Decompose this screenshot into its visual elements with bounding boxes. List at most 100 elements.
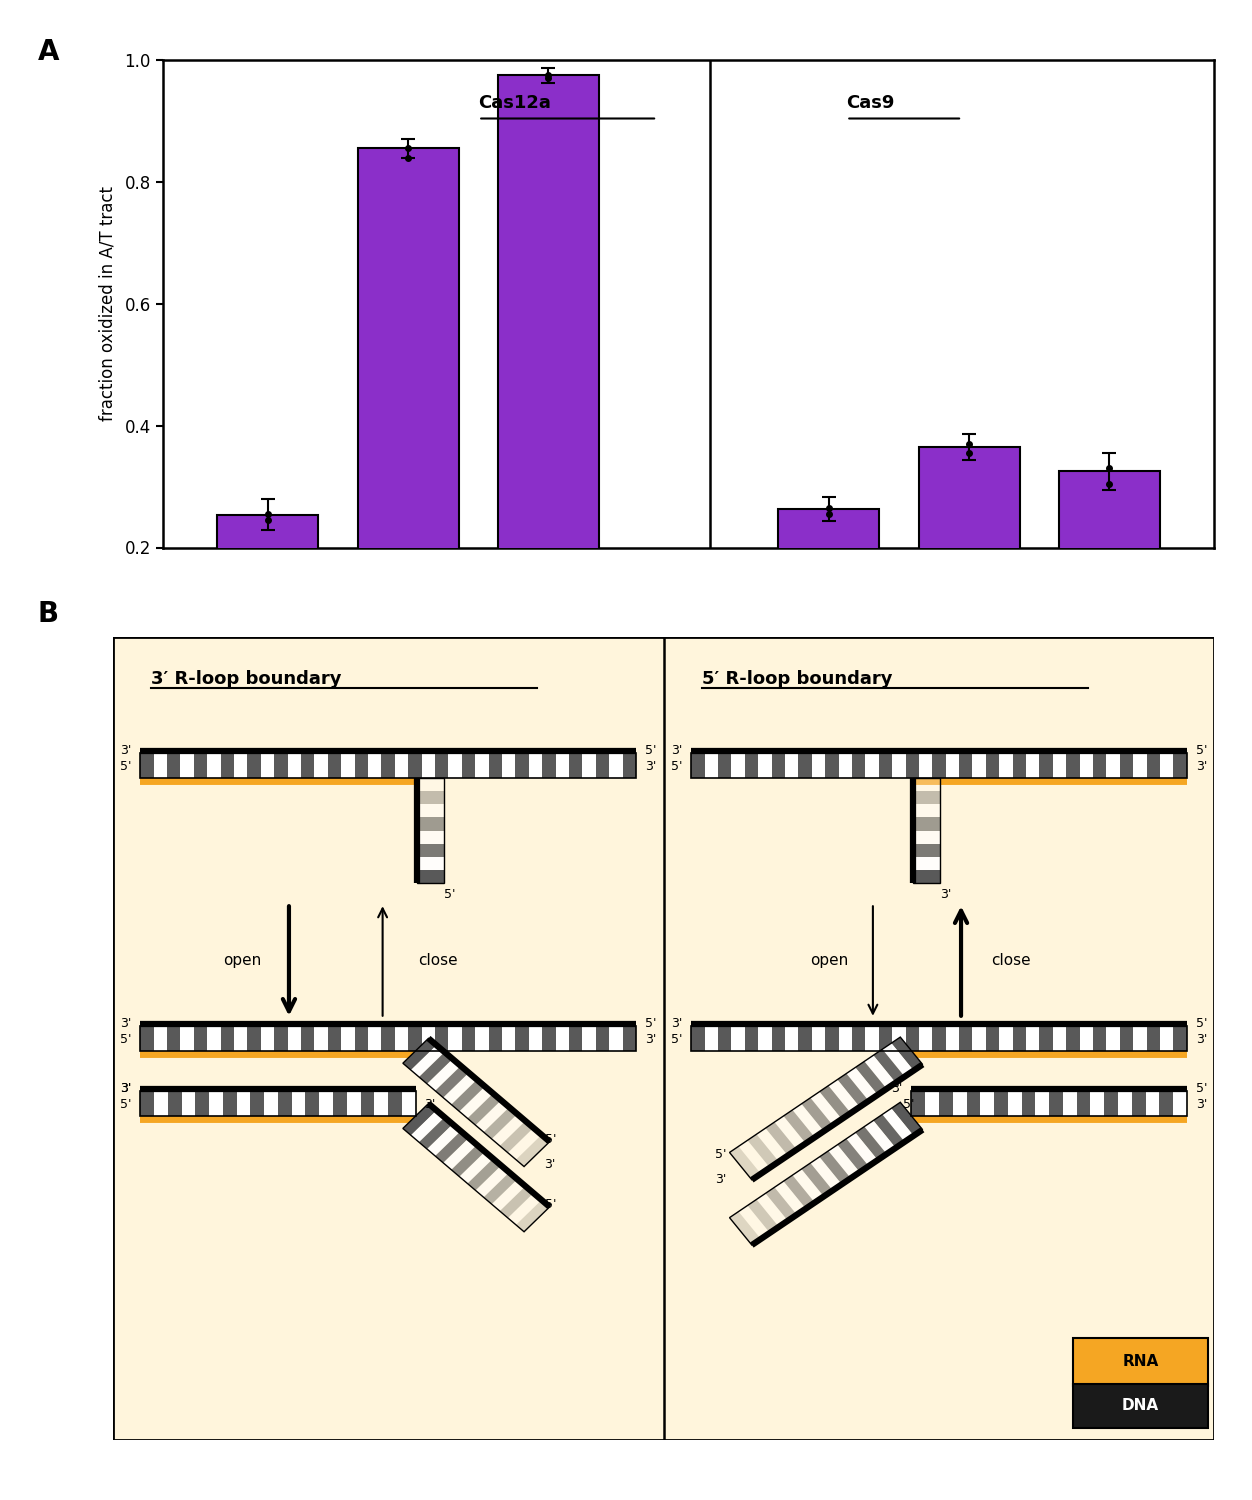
Bar xyxy=(417,804,444,818)
Bar xyxy=(347,1090,361,1116)
Polygon shape xyxy=(838,1138,869,1172)
Text: Cas12a: Cas12a xyxy=(478,94,551,112)
Bar xyxy=(865,753,879,778)
Bar xyxy=(237,1090,250,1116)
Text: 5': 5' xyxy=(1196,1083,1207,1095)
Bar xyxy=(879,753,893,778)
Bar xyxy=(953,1090,967,1116)
Polygon shape xyxy=(739,1206,770,1239)
Polygon shape xyxy=(765,1188,796,1221)
Polygon shape xyxy=(467,1094,501,1125)
Polygon shape xyxy=(855,1062,886,1095)
Bar xyxy=(582,1026,596,1051)
Bar xyxy=(999,753,1013,778)
Bar xyxy=(1119,753,1133,778)
Bar xyxy=(731,1026,745,1051)
Bar xyxy=(408,1026,422,1051)
Polygon shape xyxy=(436,1066,468,1098)
Polygon shape xyxy=(459,1086,493,1119)
Bar xyxy=(1077,1090,1090,1116)
Bar xyxy=(731,753,745,778)
Bar xyxy=(568,753,582,778)
Text: 5': 5' xyxy=(671,1034,682,1047)
Bar xyxy=(1027,1026,1039,1051)
Text: 3': 3' xyxy=(120,744,131,758)
Bar xyxy=(388,1090,402,1116)
Bar xyxy=(220,753,234,778)
Polygon shape xyxy=(427,1124,461,1156)
Text: 5': 5' xyxy=(645,744,656,758)
Polygon shape xyxy=(874,1114,905,1148)
Bar xyxy=(1093,753,1107,778)
Bar xyxy=(278,1090,292,1116)
Bar xyxy=(933,1026,945,1051)
Bar xyxy=(498,75,598,669)
Bar xyxy=(140,1026,154,1051)
Bar xyxy=(1035,1090,1049,1116)
Bar xyxy=(260,1026,274,1051)
Bar xyxy=(582,753,596,778)
Bar xyxy=(528,1026,542,1051)
Polygon shape xyxy=(411,1046,444,1077)
Bar xyxy=(1053,753,1067,778)
Polygon shape xyxy=(443,1072,477,1104)
Text: 5′ R-loop boundary: 5′ R-loop boundary xyxy=(702,669,893,687)
Bar xyxy=(985,1026,999,1051)
Polygon shape xyxy=(829,1080,860,1113)
Text: RNA: RNA xyxy=(1123,1354,1159,1370)
Y-axis label: fraction oxidized in A/T tract: fraction oxidized in A/T tract xyxy=(98,186,116,422)
Bar xyxy=(417,778,444,883)
Bar xyxy=(305,1090,319,1116)
Bar xyxy=(354,1026,368,1051)
Text: 3': 3' xyxy=(120,1017,131,1031)
Text: 3': 3' xyxy=(1196,1098,1207,1112)
Bar xyxy=(234,753,248,778)
Bar xyxy=(691,753,1187,778)
Polygon shape xyxy=(436,1131,468,1162)
Bar xyxy=(417,844,444,856)
Bar xyxy=(250,1090,264,1116)
Polygon shape xyxy=(419,1052,453,1084)
Text: 3': 3' xyxy=(545,1158,556,1170)
Text: 3': 3' xyxy=(645,760,656,774)
Bar xyxy=(462,1026,476,1051)
Bar xyxy=(999,1026,1013,1051)
Polygon shape xyxy=(775,1180,806,1215)
Bar xyxy=(422,1026,434,1051)
Bar xyxy=(417,790,444,804)
Bar xyxy=(913,818,940,831)
Text: 5': 5' xyxy=(545,1132,556,1146)
Polygon shape xyxy=(846,1068,878,1101)
Bar xyxy=(260,753,274,778)
Bar xyxy=(596,1026,610,1051)
Text: 5': 5' xyxy=(120,1098,131,1112)
Polygon shape xyxy=(739,1140,770,1174)
Bar xyxy=(516,1026,528,1051)
Bar xyxy=(839,1026,851,1051)
Bar xyxy=(462,753,476,778)
Bar xyxy=(422,753,434,778)
Bar xyxy=(1159,1090,1173,1116)
Bar xyxy=(328,753,342,778)
Bar xyxy=(1133,1026,1147,1051)
Bar xyxy=(1104,1090,1118,1116)
Bar xyxy=(154,753,167,778)
Bar xyxy=(799,1026,811,1051)
Polygon shape xyxy=(801,1162,833,1197)
Bar xyxy=(779,509,879,669)
Polygon shape xyxy=(516,1136,550,1167)
Bar xyxy=(300,753,314,778)
Bar xyxy=(1008,1090,1022,1116)
Bar xyxy=(1107,753,1119,778)
Bar xyxy=(610,753,622,778)
Bar xyxy=(745,1026,759,1051)
Text: 5': 5' xyxy=(645,1017,656,1031)
Bar xyxy=(985,753,999,778)
Bar xyxy=(705,1026,717,1051)
Polygon shape xyxy=(829,1144,860,1179)
Bar xyxy=(913,790,940,804)
Bar xyxy=(354,753,368,778)
Text: 5': 5' xyxy=(444,888,456,902)
Bar xyxy=(1093,1026,1107,1051)
Text: 5': 5' xyxy=(903,1098,914,1112)
